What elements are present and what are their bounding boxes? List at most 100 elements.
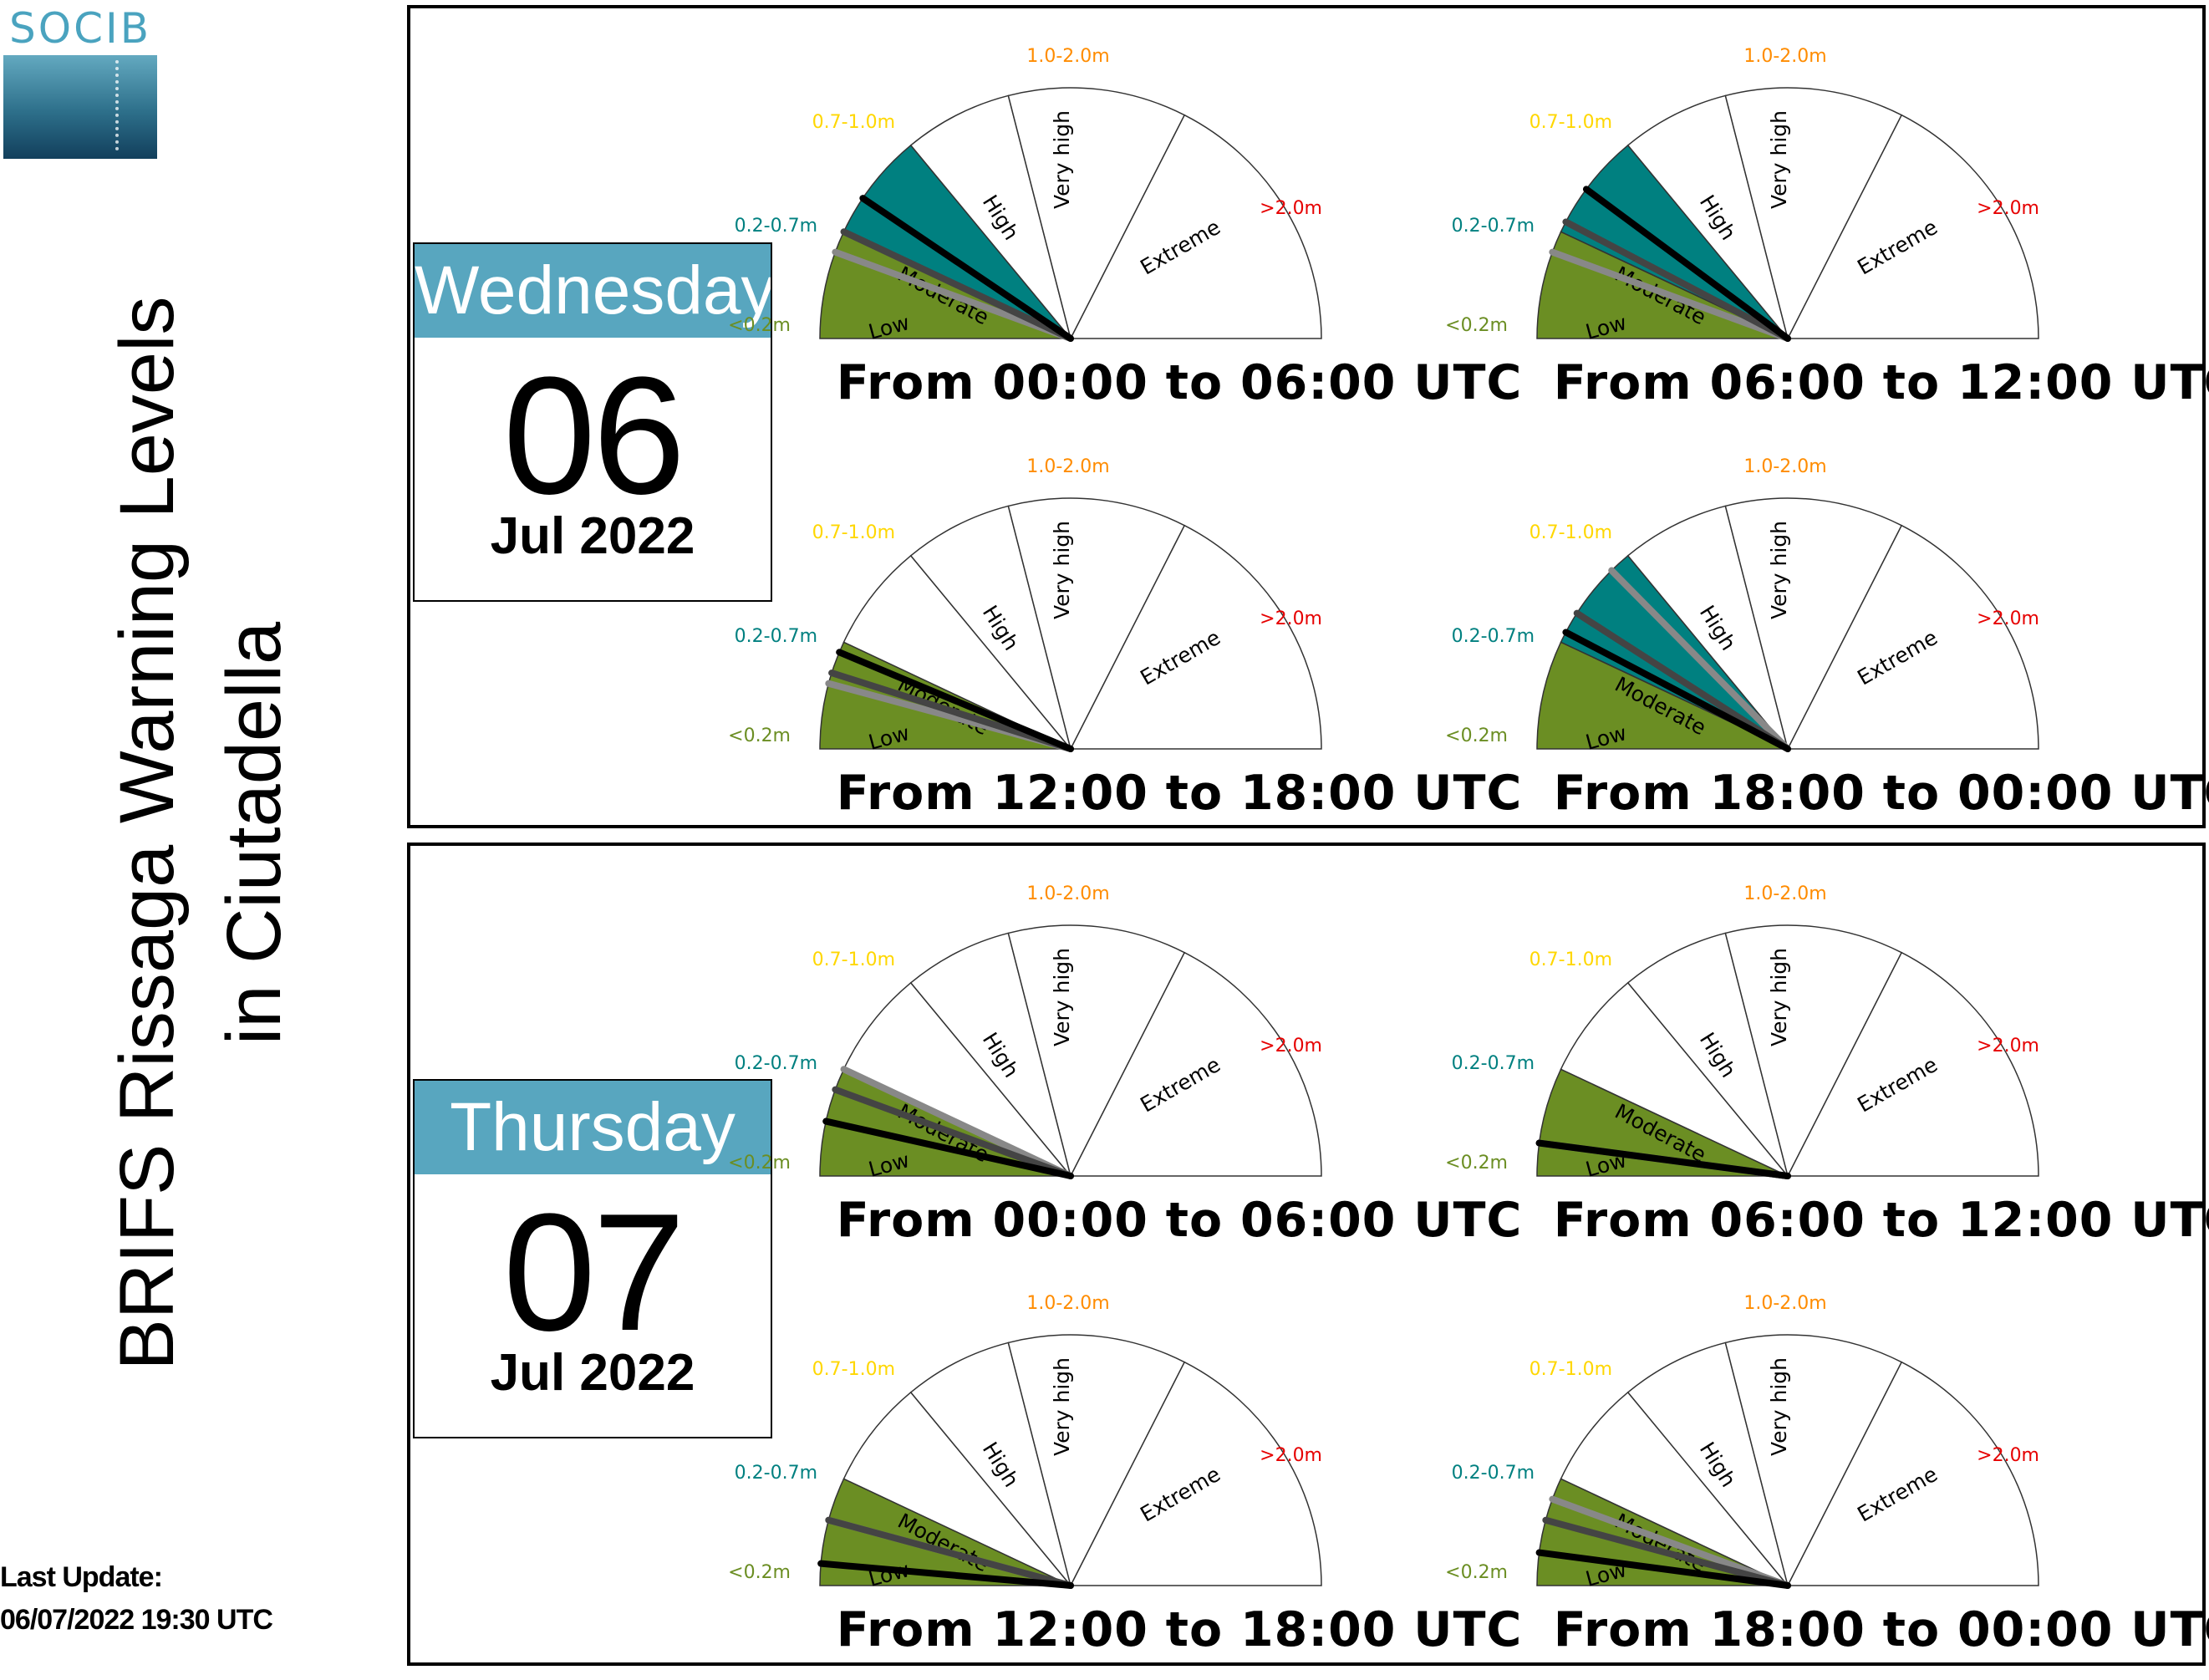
gauge-sector-very-high [1007, 87, 1186, 341]
gauge-sector-moderate [1560, 144, 1789, 339]
gauge-range-label: >2.0m [1260, 1036, 1322, 1056]
gauge-needle [825, 1516, 1074, 1589]
gauge-sector-very-high [1724, 924, 1903, 1179]
gauge-range-label: 0.7-1.0m [1530, 522, 1612, 543]
gauge-range-label: <0.2m [1445, 1153, 1508, 1173]
gauge-needle [828, 669, 1074, 752]
gauge-needle [1542, 1516, 1791, 1589]
last-update: Last Update: 06/07/2022 19:30 UTC [0, 1556, 273, 1642]
gauge-range-label: 1.0-2.0m [1026, 456, 1109, 477]
gauge-range-label: 0.7-1.0m [1530, 949, 1612, 970]
gauge-sector-extreme [1786, 951, 2039, 1177]
gauge-sector-label: Very high [1050, 948, 1074, 1046]
gauge-range-label: 1.0-2.0m [1743, 883, 1826, 904]
socib-logo: SOCIB [3, 3, 157, 159]
period-label: From 12:00 to 18:00 UTC [836, 1602, 1523, 1657]
gauge-sector-high [909, 932, 1071, 1177]
gauge-needle [1582, 186, 1791, 342]
calendar-month-year: Jul 2022 [490, 1344, 695, 1402]
page-title-line-1: BRIFS Rissaga Warning Levels [104, 296, 190, 1371]
page-title: BRIFS Rissaga Warning Levels in Ciutadel… [94, 248, 308, 1418]
gauge-range-label: 0.7-1.0m [812, 112, 895, 133]
gauge-range-label: 0.7-1.0m [812, 1359, 895, 1380]
gauge-range-label: 0.2-0.7m [735, 216, 817, 237]
period-label: From 00:00 to 06:00 UTC [836, 355, 1523, 410]
calendar-day-number: 07 [502, 1179, 685, 1366]
gauge-range-label: >2.0m [1977, 608, 2039, 629]
gauge-range-label: 0.7-1.0m [812, 522, 895, 543]
gauge-sector-moderate [842, 144, 1071, 339]
gauge-needle [840, 1066, 1074, 1179]
gauge-sector-high [1626, 505, 1789, 750]
gauge-range-label: <0.2m [1445, 1562, 1508, 1583]
gauge-needle [1535, 1139, 1791, 1179]
last-update-label: Last Update: [0, 1561, 163, 1593]
gauge-sector-moderate [1560, 981, 1789, 1177]
calendar-day-number: 06 [502, 343, 685, 529]
gauge-needle [1549, 248, 1791, 342]
gauge-range-label: 0.7-1.0m [812, 949, 895, 970]
gauge-sector-label: Very high [1767, 1357, 1791, 1456]
gauge-sector-label: Very high [1050, 1357, 1074, 1456]
gauge-needle [840, 228, 1074, 342]
gauge-range-label: 0.2-0.7m [1452, 1463, 1535, 1484]
gauge-sector-label: Very high [1050, 110, 1074, 209]
gauge-range-label: >2.0m [1977, 198, 2039, 219]
gauge-sector-very-high [1007, 924, 1186, 1179]
gauge-needle [1535, 1549, 1791, 1589]
gauge-range-label: >2.0m [1260, 1445, 1322, 1466]
calendar-weekday: Thursday [415, 1081, 771, 1174]
gauge-sector-label: Very high [1767, 521, 1791, 619]
gauge-range-label: 0.7-1.0m [1530, 112, 1612, 133]
gauge-needle [822, 1117, 1074, 1179]
period-label: From 06:00 to 12:00 UTC [1553, 1193, 2209, 1248]
gauge-range-label: <0.2m [728, 315, 791, 336]
day-panel-wednesday: Wednesday 06 Jul 2022 Low Moderate High Ver… [407, 5, 2209, 828]
logo-wordmark: SOCIB [8, 4, 152, 53]
gauge-sector-high [1626, 932, 1789, 1177]
period-label: From 18:00 to 00:00 UTC [1553, 766, 2209, 821]
gauge-range-label: 0.2-0.7m [735, 1463, 817, 1484]
gauge-sector-extreme [1069, 1361, 1322, 1586]
gauge-needle [832, 248, 1074, 342]
gauge-needle [836, 649, 1074, 752]
gauge-needle [1562, 629, 1791, 752]
gauge-sector-extreme [1069, 951, 1322, 1177]
gauge-sector-moderate [1560, 1391, 1789, 1586]
calendar-month-year: Jul 2022 [490, 507, 695, 565]
gauge-sector-high [1626, 1341, 1789, 1586]
gauge-needle [1573, 609, 1791, 752]
gauge-needle [817, 1560, 1074, 1589]
gauge-range-label: 0.7-1.0m [1530, 1359, 1612, 1380]
gauge-sector-moderate [842, 1391, 1071, 1586]
last-update-value: 06/07/2022 19:30 UTC [0, 1604, 273, 1636]
calendar-weekday: Wednesday [415, 244, 771, 338]
gauge-range-label: 1.0-2.0m [1026, 883, 1109, 904]
gauge-sector-extreme [1786, 114, 2039, 339]
gauge-range-label: >2.0m [1260, 198, 1322, 219]
calendar-card: Thursday 07 Jul 2022 [413, 1079, 772, 1438]
period-label: From 18:00 to 00:00 UTC [1553, 1602, 2209, 1657]
gauge-range-label: >2.0m [1977, 1445, 2039, 1466]
gauge-sector-very-high [1724, 1334, 1903, 1588]
period-label: From 00:00 to 06:00 UTC [836, 1193, 1523, 1248]
gauge-sector-very-high [1724, 87, 1903, 341]
gauge-needle [1608, 567, 1791, 752]
gauge-sector-low [1536, 641, 1789, 750]
gauge-sector-low [819, 1478, 1071, 1586]
gauge-sector-label: Very high [1050, 521, 1074, 619]
gauge-sector-extreme [1786, 1361, 2039, 1586]
gauge-range-label: 0.2-0.7m [735, 626, 817, 647]
gauge-sector-high [909, 94, 1071, 339]
gauge-sector-low [1536, 231, 1789, 339]
gauge-sector-label: Very high [1767, 110, 1791, 209]
